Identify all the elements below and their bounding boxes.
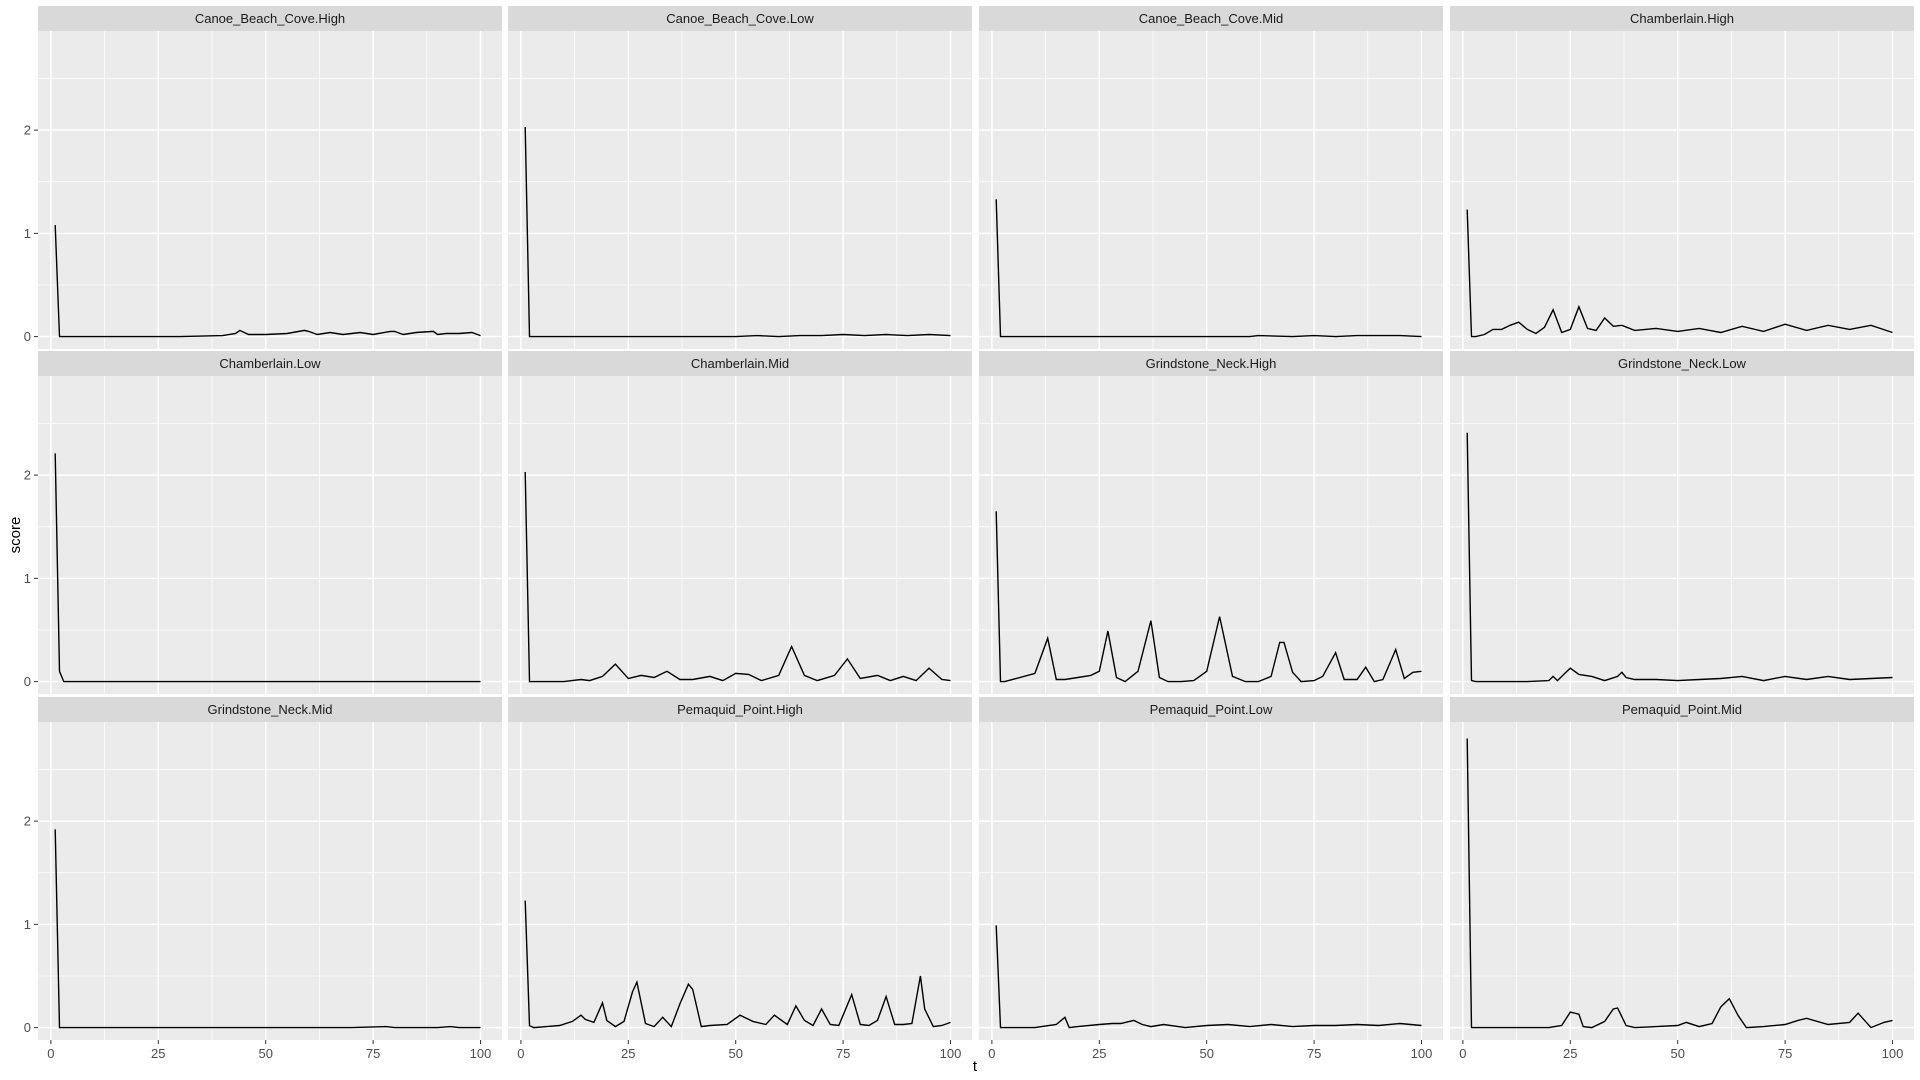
x-tick-label: 25 (151, 1046, 165, 1061)
x-tick-label: 75 (1778, 1046, 1792, 1061)
x-tick-label: 75 (366, 1046, 380, 1061)
x-tick-label: 50 (728, 1046, 742, 1061)
facet-strip-label: Canoe_Beach_Cove.Low (666, 11, 814, 26)
x-tick-label: 50 (258, 1046, 272, 1061)
facet-panel: Pemaquid_Point.High 0 25 50 75 100 (508, 697, 972, 1061)
series-line (1466, 738, 1893, 1029)
y-tick-label: 1 (24, 226, 31, 241)
facet-strip-label: Chamberlain.Low (219, 356, 321, 371)
panel-background (38, 31, 502, 349)
x-tick-label: 25 (1563, 1046, 1577, 1061)
panel-background (508, 376, 972, 694)
series-line (524, 900, 951, 1029)
x-tick-label: 0 (1459, 1046, 1466, 1061)
x-tick-label: 25 (621, 1046, 635, 1061)
facet-panel: Pemaquid_Point.Mid 0 25 50 75 100 (1450, 697, 1914, 1061)
y-tick-label: 0 (24, 329, 31, 344)
series-line (524, 126, 951, 338)
x-tick-label: 25 (1092, 1046, 1106, 1061)
series-line (54, 453, 481, 683)
panel-background (1450, 376, 1914, 694)
series-line (524, 471, 951, 683)
y-tick-label: 2 (24, 468, 31, 483)
x-tick-label: 50 (1199, 1046, 1213, 1061)
panel-background (508, 722, 972, 1040)
facet-panel: Chamberlain.Low 0 1 2 (24, 351, 502, 694)
facet-panel: Pemaquid_Point.Low 0 25 50 75 100 (979, 697, 1443, 1061)
y-axis-title: score (7, 517, 24, 554)
panel-background (38, 722, 502, 1040)
x-axis-title: t (973, 1058, 978, 1075)
facet-strip-label: Pemaquid_Point.Low (1150, 702, 1273, 717)
facet-strip (979, 351, 1443, 376)
x-tick-label: 75 (836, 1046, 850, 1061)
panel-background (979, 31, 1443, 349)
facet-strip-label: Chamberlain.High (1630, 11, 1734, 26)
facet-strip (508, 6, 972, 31)
x-tick-label: 100 (1882, 1046, 1904, 1061)
facet-strip (1450, 351, 1914, 376)
panel-background (979, 376, 1443, 694)
panel-background (38, 376, 502, 694)
series-line (995, 511, 1422, 683)
facet-strip-label: Canoe_Beach_Cove.High (195, 11, 345, 26)
y-tick-label: 2 (24, 123, 31, 138)
facet-panel: Grindstone_Neck.Low (1450, 351, 1914, 694)
y-tick-label: 0 (24, 1020, 31, 1035)
series-line (54, 225, 481, 338)
facet-strip-label: Pemaquid_Point.High (677, 702, 803, 717)
facet-panel: Grindstone_Neck.High (979, 351, 1443, 694)
y-tick-label: 0 (24, 674, 31, 689)
panel-background (1450, 722, 1914, 1040)
facet-strip-label: Chamberlain.Mid (691, 356, 789, 371)
series-line (54, 829, 481, 1029)
facet-panel: Canoe_Beach_Cove.Low (508, 6, 972, 349)
series-line (995, 925, 1422, 1029)
x-tick-label: 100 (940, 1046, 962, 1061)
facet-panel: Grindstone_Neck.Mid 0 1 2 0 25 50 75 100 (24, 697, 502, 1061)
panel-background (1450, 31, 1914, 349)
y-tick-label: 2 (24, 814, 31, 829)
facet-strip-label: Grindstone_Neck.Low (1618, 356, 1747, 371)
facet-strip (508, 697, 972, 722)
facet-panel: Canoe_Beach_Cove.High 0 1 2 (24, 6, 502, 349)
y-tick-label: 1 (24, 917, 31, 932)
x-tick-label: 0 (47, 1046, 54, 1061)
facet-strip (38, 351, 502, 376)
panel-background (979, 722, 1443, 1040)
series-line (995, 199, 1422, 338)
x-tick-label: 75 (1307, 1046, 1321, 1061)
facet-strip-label: Pemaquid_Point.Mid (1622, 702, 1742, 717)
facet-panel: Canoe_Beach_Cove.Mid (979, 6, 1443, 349)
facet-strip (38, 6, 502, 31)
facet-panel: Chamberlain.High (1450, 6, 1914, 349)
series-line (1466, 209, 1893, 338)
facet-strip (979, 697, 1443, 722)
facet-strip (508, 351, 972, 376)
x-tick-label: 0 (517, 1046, 524, 1061)
panel-background (508, 31, 972, 349)
facet-strip-label: Grindstone_Neck.High (1146, 356, 1277, 371)
facet-strip-label: Grindstone_Neck.Mid (208, 702, 333, 717)
x-tick-label: 0 (988, 1046, 995, 1061)
facet-strip (38, 697, 502, 722)
facet-strip (1450, 697, 1914, 722)
y-tick-label: 1 (24, 571, 31, 586)
facet-panel: Chamberlain.Mid (508, 351, 972, 694)
facet-strip-label: Canoe_Beach_Cove.Mid (1139, 11, 1284, 26)
x-tick-label: 100 (1411, 1046, 1433, 1061)
facet-strip (1450, 6, 1914, 31)
x-tick-label: 100 (470, 1046, 492, 1061)
series-line (1466, 432, 1893, 683)
x-tick-label: 50 (1670, 1046, 1684, 1061)
facet-strip (979, 6, 1443, 31)
